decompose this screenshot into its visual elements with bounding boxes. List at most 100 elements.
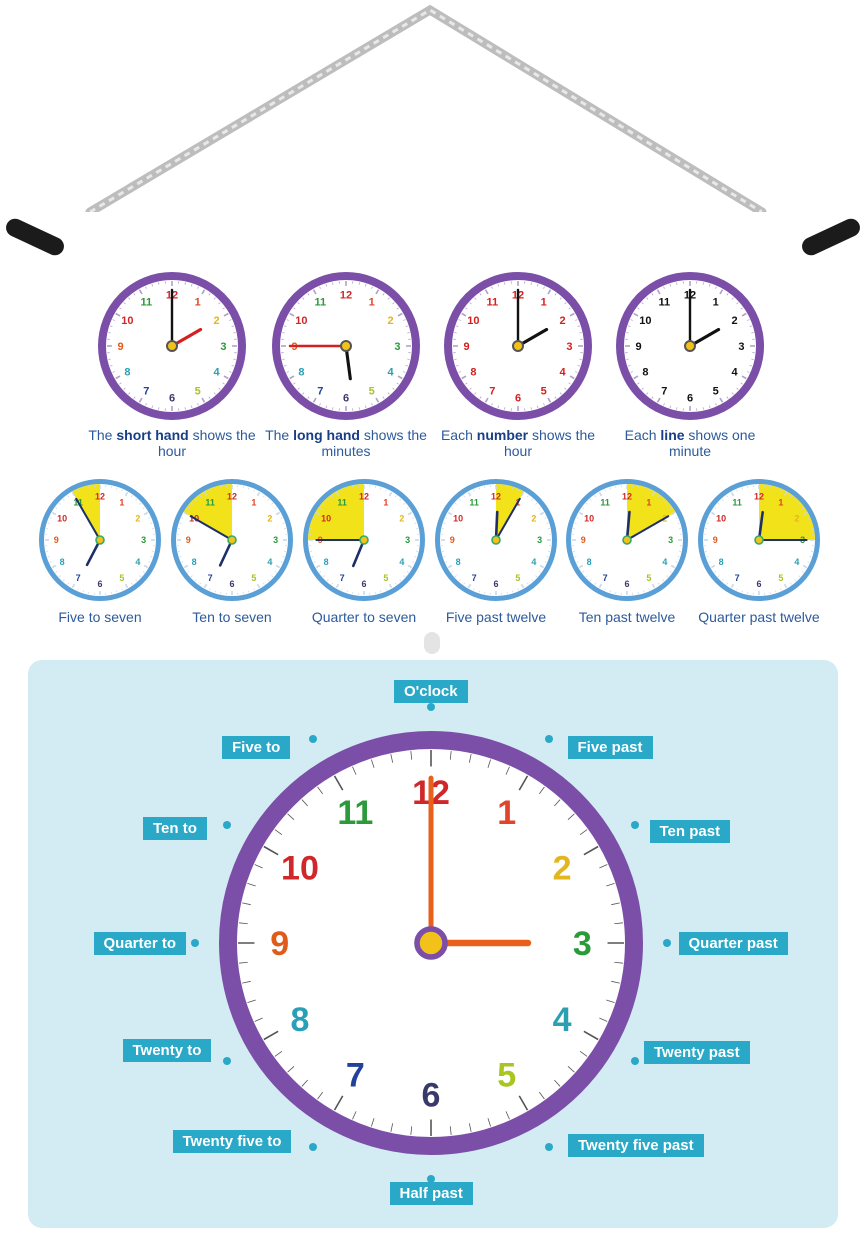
hour-number-10: 10 <box>716 513 726 523</box>
minute-tick <box>142 570 145 573</box>
minute-tick <box>741 375 747 380</box>
minute-hand <box>626 515 670 541</box>
minute-tick <box>403 575 406 578</box>
minute-tick <box>775 487 777 490</box>
minute-tick <box>325 405 328 408</box>
minute-tick <box>392 302 395 305</box>
minute-tick <box>454 575 457 578</box>
minute-tick <box>289 375 295 380</box>
minute-tick <box>577 325 580 328</box>
minute-tick <box>130 582 133 585</box>
minute-tick <box>531 579 534 582</box>
caption-text: shows the hour <box>157 427 256 459</box>
minute-tick <box>388 491 393 497</box>
minute-tick <box>798 502 801 505</box>
minute-tick <box>58 575 61 578</box>
minute-tick <box>543 403 545 406</box>
center-hub <box>512 340 524 352</box>
minute-tick <box>179 556 182 558</box>
hour-number-8: 8 <box>324 557 329 567</box>
minute-tick <box>710 564 716 569</box>
minute-tick <box>331 582 334 585</box>
minute-tick <box>287 1066 295 1073</box>
hour-number-1: 1 <box>541 296 547 308</box>
minute-tick <box>375 289 380 295</box>
hour-number-11: 11 <box>314 296 326 308</box>
minute-tick <box>669 284 672 287</box>
minute-tick <box>313 517 316 519</box>
hour-number-2: 2 <box>794 513 799 523</box>
hour-number-3: 3 <box>537 535 542 545</box>
minute-tick <box>611 902 620 906</box>
minute-tick <box>726 396 729 399</box>
clock-top-3: 123456789101112 <box>444 272 592 420</box>
minute-tick <box>443 522 446 524</box>
hour-number-2: 2 <box>531 513 536 523</box>
minute-tick <box>208 396 211 399</box>
minute-tick <box>809 522 812 524</box>
minute-tick <box>677 522 680 524</box>
label-dot <box>427 703 435 711</box>
hour-number-9: 9 <box>54 535 59 545</box>
minute-tick <box>468 754 472 763</box>
minute-tick <box>145 286 147 289</box>
minute-tick <box>274 507 277 510</box>
hour-number-6: 6 <box>756 579 761 589</box>
minute-tick <box>179 522 182 524</box>
minute-tick <box>313 561 316 563</box>
minute-tick <box>197 403 199 406</box>
hour-number-7: 7 <box>317 386 323 398</box>
hour-number-2: 2 <box>553 850 572 888</box>
minute-tick <box>138 397 143 403</box>
minute-tick <box>380 487 382 490</box>
minute-tick <box>577 364 580 367</box>
minute-tick <box>749 364 752 367</box>
minute-tick <box>473 588 475 591</box>
center-hub <box>684 340 696 352</box>
minute-tick <box>143 564 149 569</box>
hour-number-8: 8 <box>192 557 197 567</box>
minute-tick <box>256 491 261 497</box>
minute-tick <box>461 312 467 317</box>
minute-tick <box>392 387 395 390</box>
minute-tick <box>576 517 579 519</box>
minute-tick <box>190 575 193 578</box>
minute-tick <box>242 902 251 906</box>
minute-tick <box>112 319 115 321</box>
caption-text: The <box>265 427 294 443</box>
minute-tick <box>520 491 525 497</box>
hour-number-11: 11 <box>337 497 347 507</box>
minute-tick <box>554 293 557 296</box>
minute-tick <box>467 491 472 497</box>
minute-tick <box>606 999 615 1004</box>
elapsed-sector <box>627 484 676 540</box>
minute-tick <box>554 799 561 807</box>
minute-tick <box>248 487 250 490</box>
minute-tick <box>187 507 190 510</box>
hour-number-7: 7 <box>489 386 495 398</box>
clock-top-2: 123456789101112 <box>272 272 420 420</box>
minute-tick <box>536 405 539 408</box>
minute-tick <box>214 590 216 593</box>
elapsed-sector <box>183 484 232 540</box>
minute-tick <box>364 405 367 408</box>
minute-tick <box>387 392 390 395</box>
minute-tick <box>124 491 129 497</box>
hour-number-5: 5 <box>369 386 375 398</box>
minute-tick <box>253 588 255 591</box>
minute-tick <box>315 564 321 569</box>
hour-number-1: 1 <box>251 497 256 507</box>
hour-number-11: 11 <box>486 296 498 308</box>
minute-tick <box>517 489 519 492</box>
minute-tick <box>271 502 274 505</box>
minute-tick <box>630 371 633 373</box>
minute-tick <box>71 583 76 589</box>
minute-tick <box>598 491 603 497</box>
minute-tick <box>579 829 588 835</box>
minute-tick <box>326 579 329 582</box>
minute-tick <box>628 325 631 328</box>
minute-tick <box>150 556 153 558</box>
minute-tick <box>262 582 265 585</box>
minute-tick <box>589 498 592 501</box>
label-dot <box>309 734 317 743</box>
